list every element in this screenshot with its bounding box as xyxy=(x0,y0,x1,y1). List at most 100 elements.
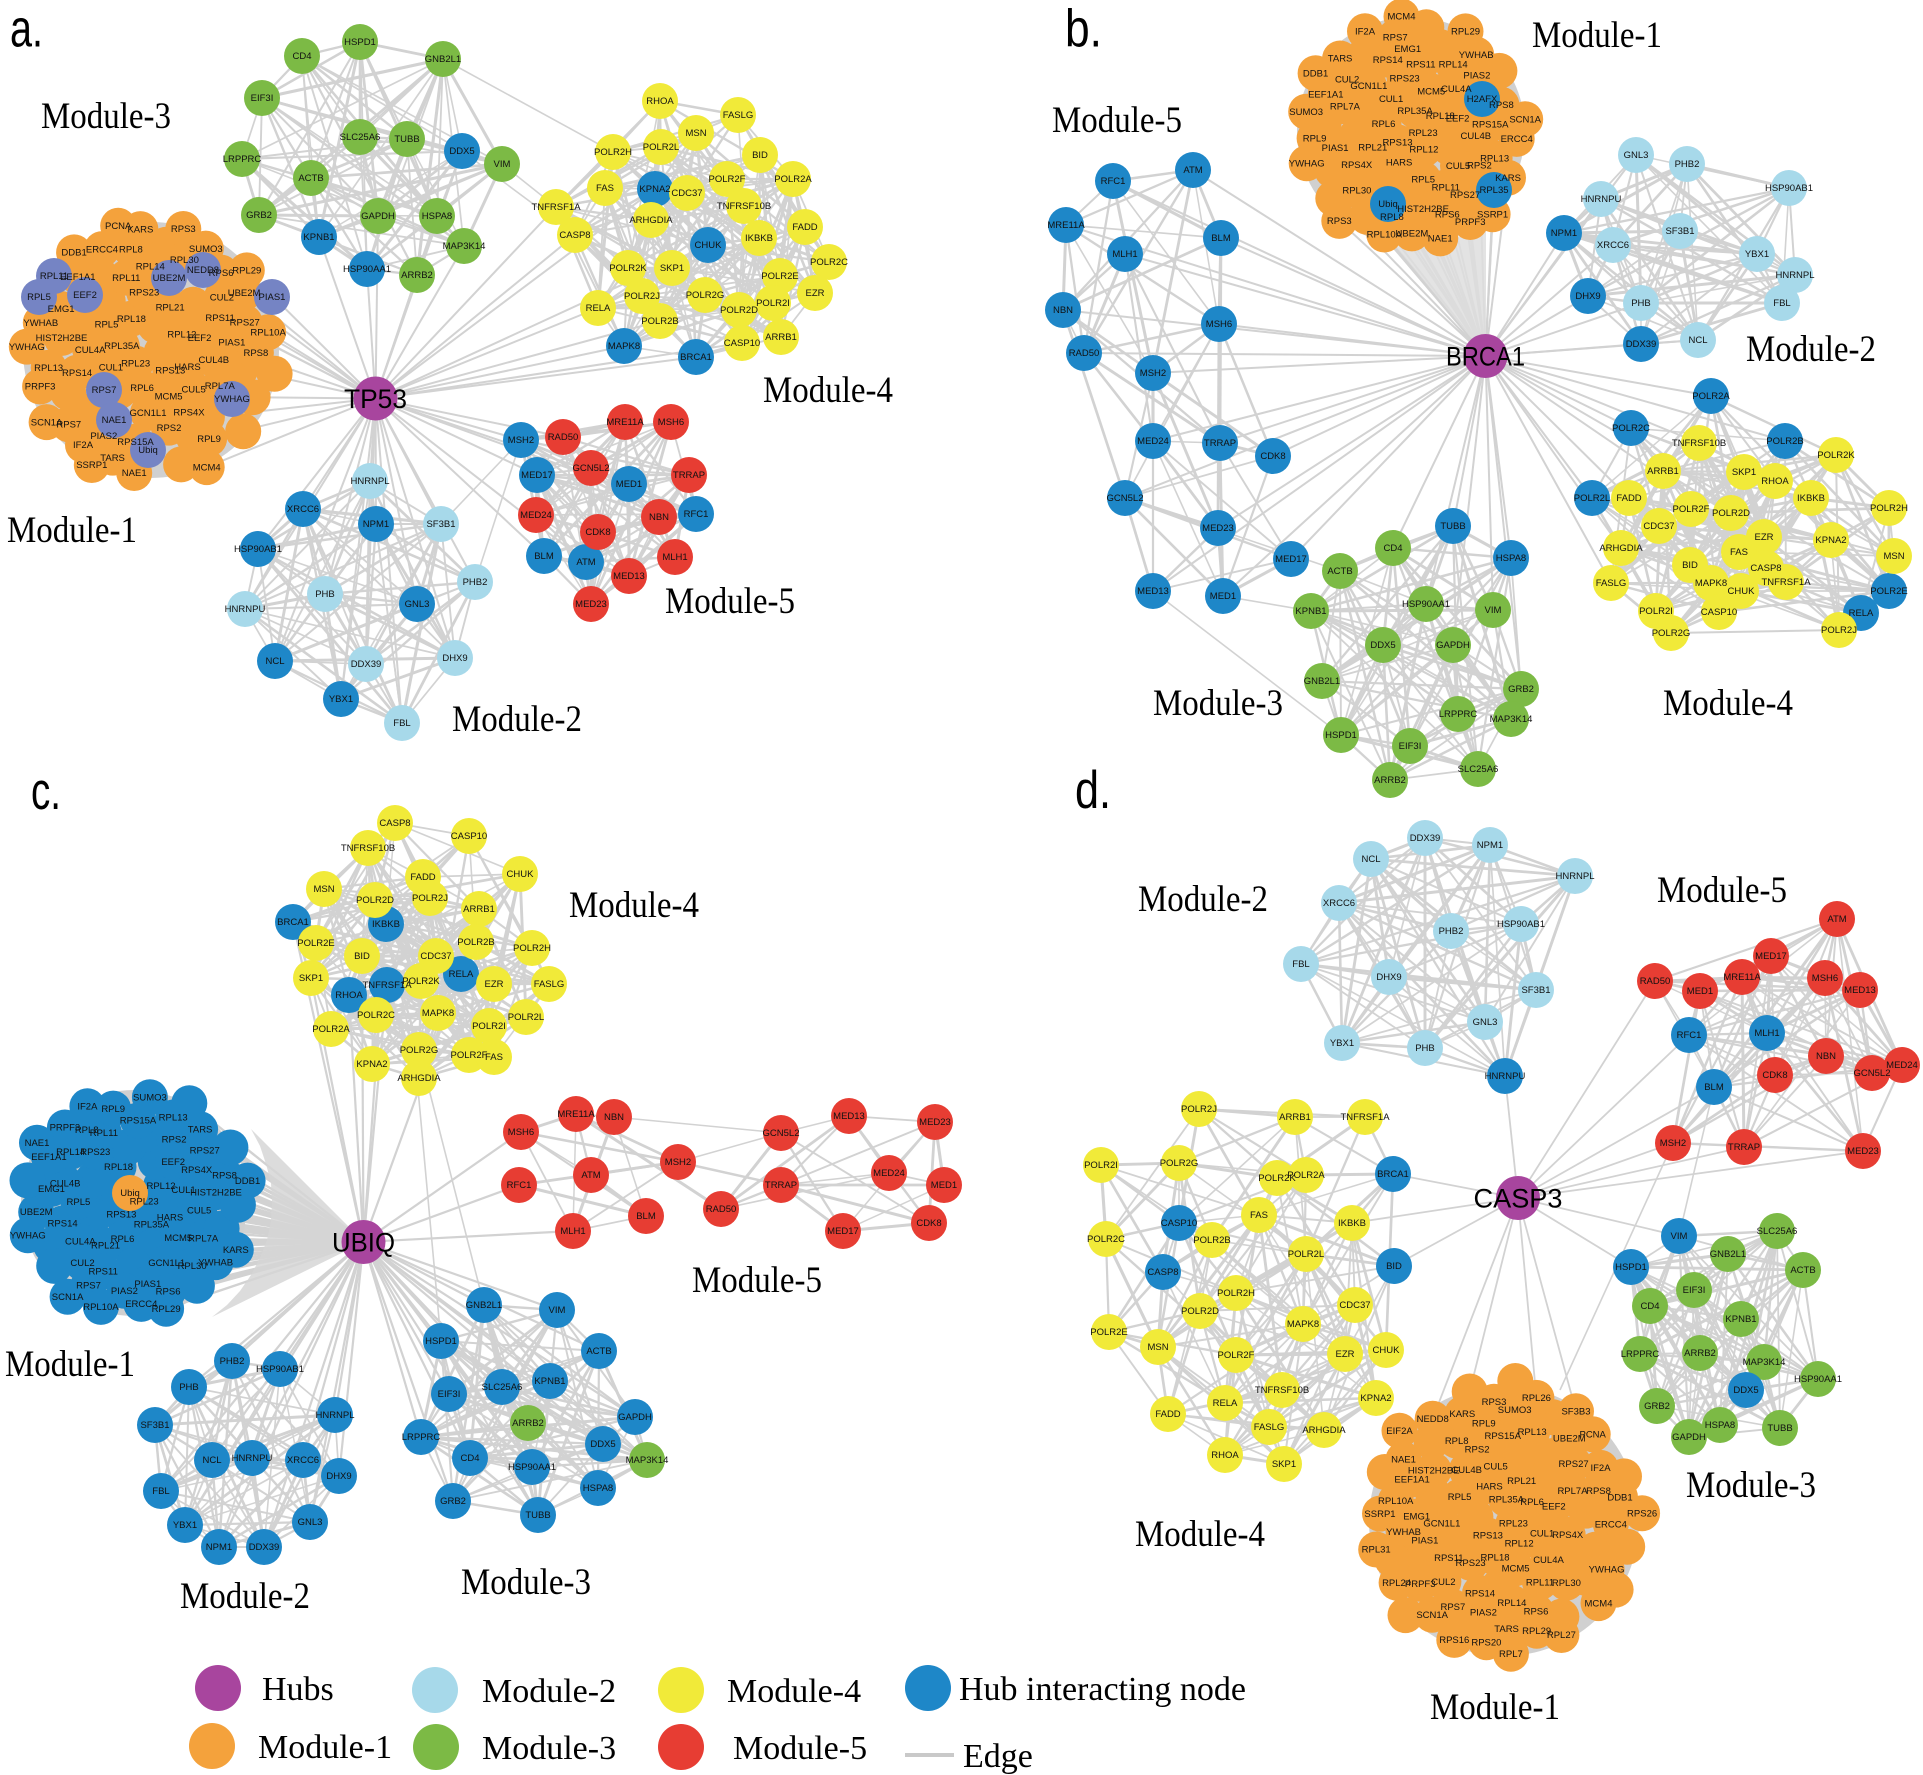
svg-text:DHX9: DHX9 xyxy=(442,653,467,664)
svg-text:POLR2D: POLR2D xyxy=(1181,1306,1219,1317)
svg-text:YWHAB: YWHAB xyxy=(1459,50,1494,61)
svg-text:RPL14: RPL14 xyxy=(56,1147,85,1158)
svg-text:HSP90AB1: HSP90AB1 xyxy=(1497,919,1545,930)
svg-text:YBX1: YBX1 xyxy=(173,1520,197,1531)
svg-text:POLR2C: POLR2C xyxy=(810,257,848,268)
svg-text:RPS23: RPS23 xyxy=(1456,1558,1486,1569)
svg-text:PIAS2: PIAS2 xyxy=(1463,70,1490,81)
svg-text:RPL12: RPL12 xyxy=(167,330,196,341)
svg-text:GAPDH: GAPDH xyxy=(1672,1432,1706,1443)
svg-text:RPL6: RPL6 xyxy=(1520,1497,1544,1508)
svg-text:RPL11: RPL11 xyxy=(112,273,140,284)
svg-text:RAD50: RAD50 xyxy=(1069,348,1100,359)
svg-text:MCM5: MCM5 xyxy=(1417,86,1445,97)
svg-text:YBX1: YBX1 xyxy=(329,694,353,705)
svg-text:RPL12: RPL12 xyxy=(1409,144,1438,155)
svg-text:CDK8: CDK8 xyxy=(916,1218,941,1229)
svg-text:POLR2L: POLR2L xyxy=(508,1012,544,1023)
svg-text:BRCA1: BRCA1 xyxy=(1446,342,1525,372)
svg-text:RPS8: RPS8 xyxy=(1489,100,1514,111)
svg-text:TNFRSF10B: TNFRSF10B xyxy=(717,201,771,212)
svg-text:EEF2: EEF2 xyxy=(161,1157,185,1168)
svg-text:RPS13: RPS13 xyxy=(155,366,185,377)
svg-text:ERCC4: ERCC4 xyxy=(86,244,118,255)
svg-text:RPS15A: RPS15A xyxy=(120,1116,157,1127)
svg-text:RPS13: RPS13 xyxy=(1382,138,1412,149)
svg-text:RPS11: RPS11 xyxy=(88,1267,117,1278)
svg-text:RPL6: RPL6 xyxy=(130,383,154,394)
svg-text:MRE11A: MRE11A xyxy=(557,1109,595,1120)
svg-text:MED17: MED17 xyxy=(827,1226,859,1237)
svg-text:IKBKB: IKBKB xyxy=(1797,493,1825,504)
svg-text:POLR2C: POLR2C xyxy=(357,1010,395,1021)
svg-text:GNB2L1: GNB2L1 xyxy=(466,1300,502,1311)
svg-text:POLR2A: POLR2A xyxy=(774,174,812,185)
svg-text:FBL: FBL xyxy=(1292,959,1309,970)
svg-text:TNFRSF1A: TNFRSF1A xyxy=(1340,1112,1390,1123)
svg-text:RPS6: RPS6 xyxy=(1524,1607,1549,1618)
svg-text:TRRAP: TRRAP xyxy=(673,470,705,481)
svg-text:RPL35: RPL35 xyxy=(1479,185,1508,196)
svg-text:RFC1: RFC1 xyxy=(1677,1030,1702,1041)
svg-text:GNL3: GNL3 xyxy=(298,1517,323,1528)
svg-text:EEF1A1: EEF1A1 xyxy=(31,1152,66,1163)
svg-text:RPL9: RPL9 xyxy=(1303,134,1327,145)
svg-text:RPL10A: RPL10A xyxy=(1378,1496,1414,1507)
svg-text:KARS: KARS xyxy=(1449,1409,1475,1420)
svg-text:HNRNPU: HNRNPU xyxy=(1485,1071,1526,1082)
svg-text:GNL3: GNL3 xyxy=(405,599,430,610)
svg-text:MAPK8: MAPK8 xyxy=(1695,578,1727,589)
svg-text:RPL21: RPL21 xyxy=(156,302,185,313)
svg-text:NBN: NBN xyxy=(604,1112,624,1123)
svg-text:Hubs: Hubs xyxy=(262,1671,334,1708)
svg-text:POLR2J: POLR2J xyxy=(412,893,448,904)
svg-text:NAE1: NAE1 xyxy=(25,1138,50,1149)
svg-text:RPL5: RPL5 xyxy=(95,319,119,330)
svg-text:RHOA: RHOA xyxy=(646,96,674,107)
svg-text:CUL4A: CUL4A xyxy=(65,1237,96,1248)
svg-text:CUL5: CUL5 xyxy=(1446,161,1470,172)
svg-text:POLR2B: POLR2B xyxy=(457,937,495,948)
svg-text:CDC37: CDC37 xyxy=(1339,1300,1370,1311)
svg-text:SUMO3: SUMO3 xyxy=(1289,107,1323,118)
svg-text:GCN5L2: GCN5L2 xyxy=(573,463,610,474)
svg-text:RPS20: RPS20 xyxy=(1471,1638,1501,1649)
svg-text:ARHGDIA: ARHGDIA xyxy=(397,1073,441,1084)
svg-text:MED23: MED23 xyxy=(1202,523,1234,534)
svg-text:RPS2: RPS2 xyxy=(157,423,182,434)
svg-text:PRPF3: PRPF3 xyxy=(1455,217,1486,228)
svg-text:NAE1: NAE1 xyxy=(122,468,147,479)
svg-text:RPL5: RPL5 xyxy=(1448,1492,1472,1503)
svg-text:POLR2H: POLR2H xyxy=(1870,503,1908,514)
svg-text:RPS2: RPS2 xyxy=(1465,1445,1490,1456)
svg-text:RPS27: RPS27 xyxy=(190,1145,220,1156)
svg-text:RPS6: RPS6 xyxy=(156,1287,181,1298)
svg-text:DDB1: DDB1 xyxy=(1303,68,1328,79)
svg-text:MSN: MSN xyxy=(1883,551,1904,562)
svg-text:RPL7A: RPL7A xyxy=(188,1234,219,1245)
svg-text:RPL31: RPL31 xyxy=(1362,1545,1391,1556)
svg-text:NPM1: NPM1 xyxy=(1477,840,1503,851)
svg-text:RPS13: RPS13 xyxy=(106,1210,136,1221)
svg-text:GCN1L1: GCN1L1 xyxy=(130,408,167,419)
svg-text:POLR2I: POLR2I xyxy=(756,298,790,309)
svg-text:HARS: HARS xyxy=(157,1213,183,1224)
svg-text:DDX39: DDX39 xyxy=(351,659,382,670)
svg-text:GNB2L1: GNB2L1 xyxy=(1710,1249,1746,1260)
svg-text:CASP8: CASP8 xyxy=(559,230,590,241)
svg-text:MED24: MED24 xyxy=(1137,436,1169,447)
svg-text:LRPPRC: LRPPRC xyxy=(223,154,262,165)
svg-text:BLM: BLM xyxy=(1704,1082,1724,1093)
svg-text:POLR2I: POLR2I xyxy=(472,1021,506,1032)
svg-text:MED23: MED23 xyxy=(1847,1146,1879,1157)
svg-text:Module-4: Module-4 xyxy=(727,1673,861,1710)
svg-text:EEF1A1: EEF1A1 xyxy=(1394,1475,1429,1486)
svg-text:PIAS1: PIAS1 xyxy=(218,338,245,349)
svg-text:RPS27: RPS27 xyxy=(1450,190,1480,201)
svg-text:RPS2: RPS2 xyxy=(1467,161,1492,172)
svg-text:SKP1: SKP1 xyxy=(1272,1459,1296,1470)
svg-text:PRPF3: PRPF3 xyxy=(50,1123,81,1134)
svg-text:PCNA: PCNA xyxy=(1579,1430,1606,1441)
svg-text:a.: a. xyxy=(10,0,43,59)
svg-text:GNL3: GNL3 xyxy=(1473,1017,1498,1028)
